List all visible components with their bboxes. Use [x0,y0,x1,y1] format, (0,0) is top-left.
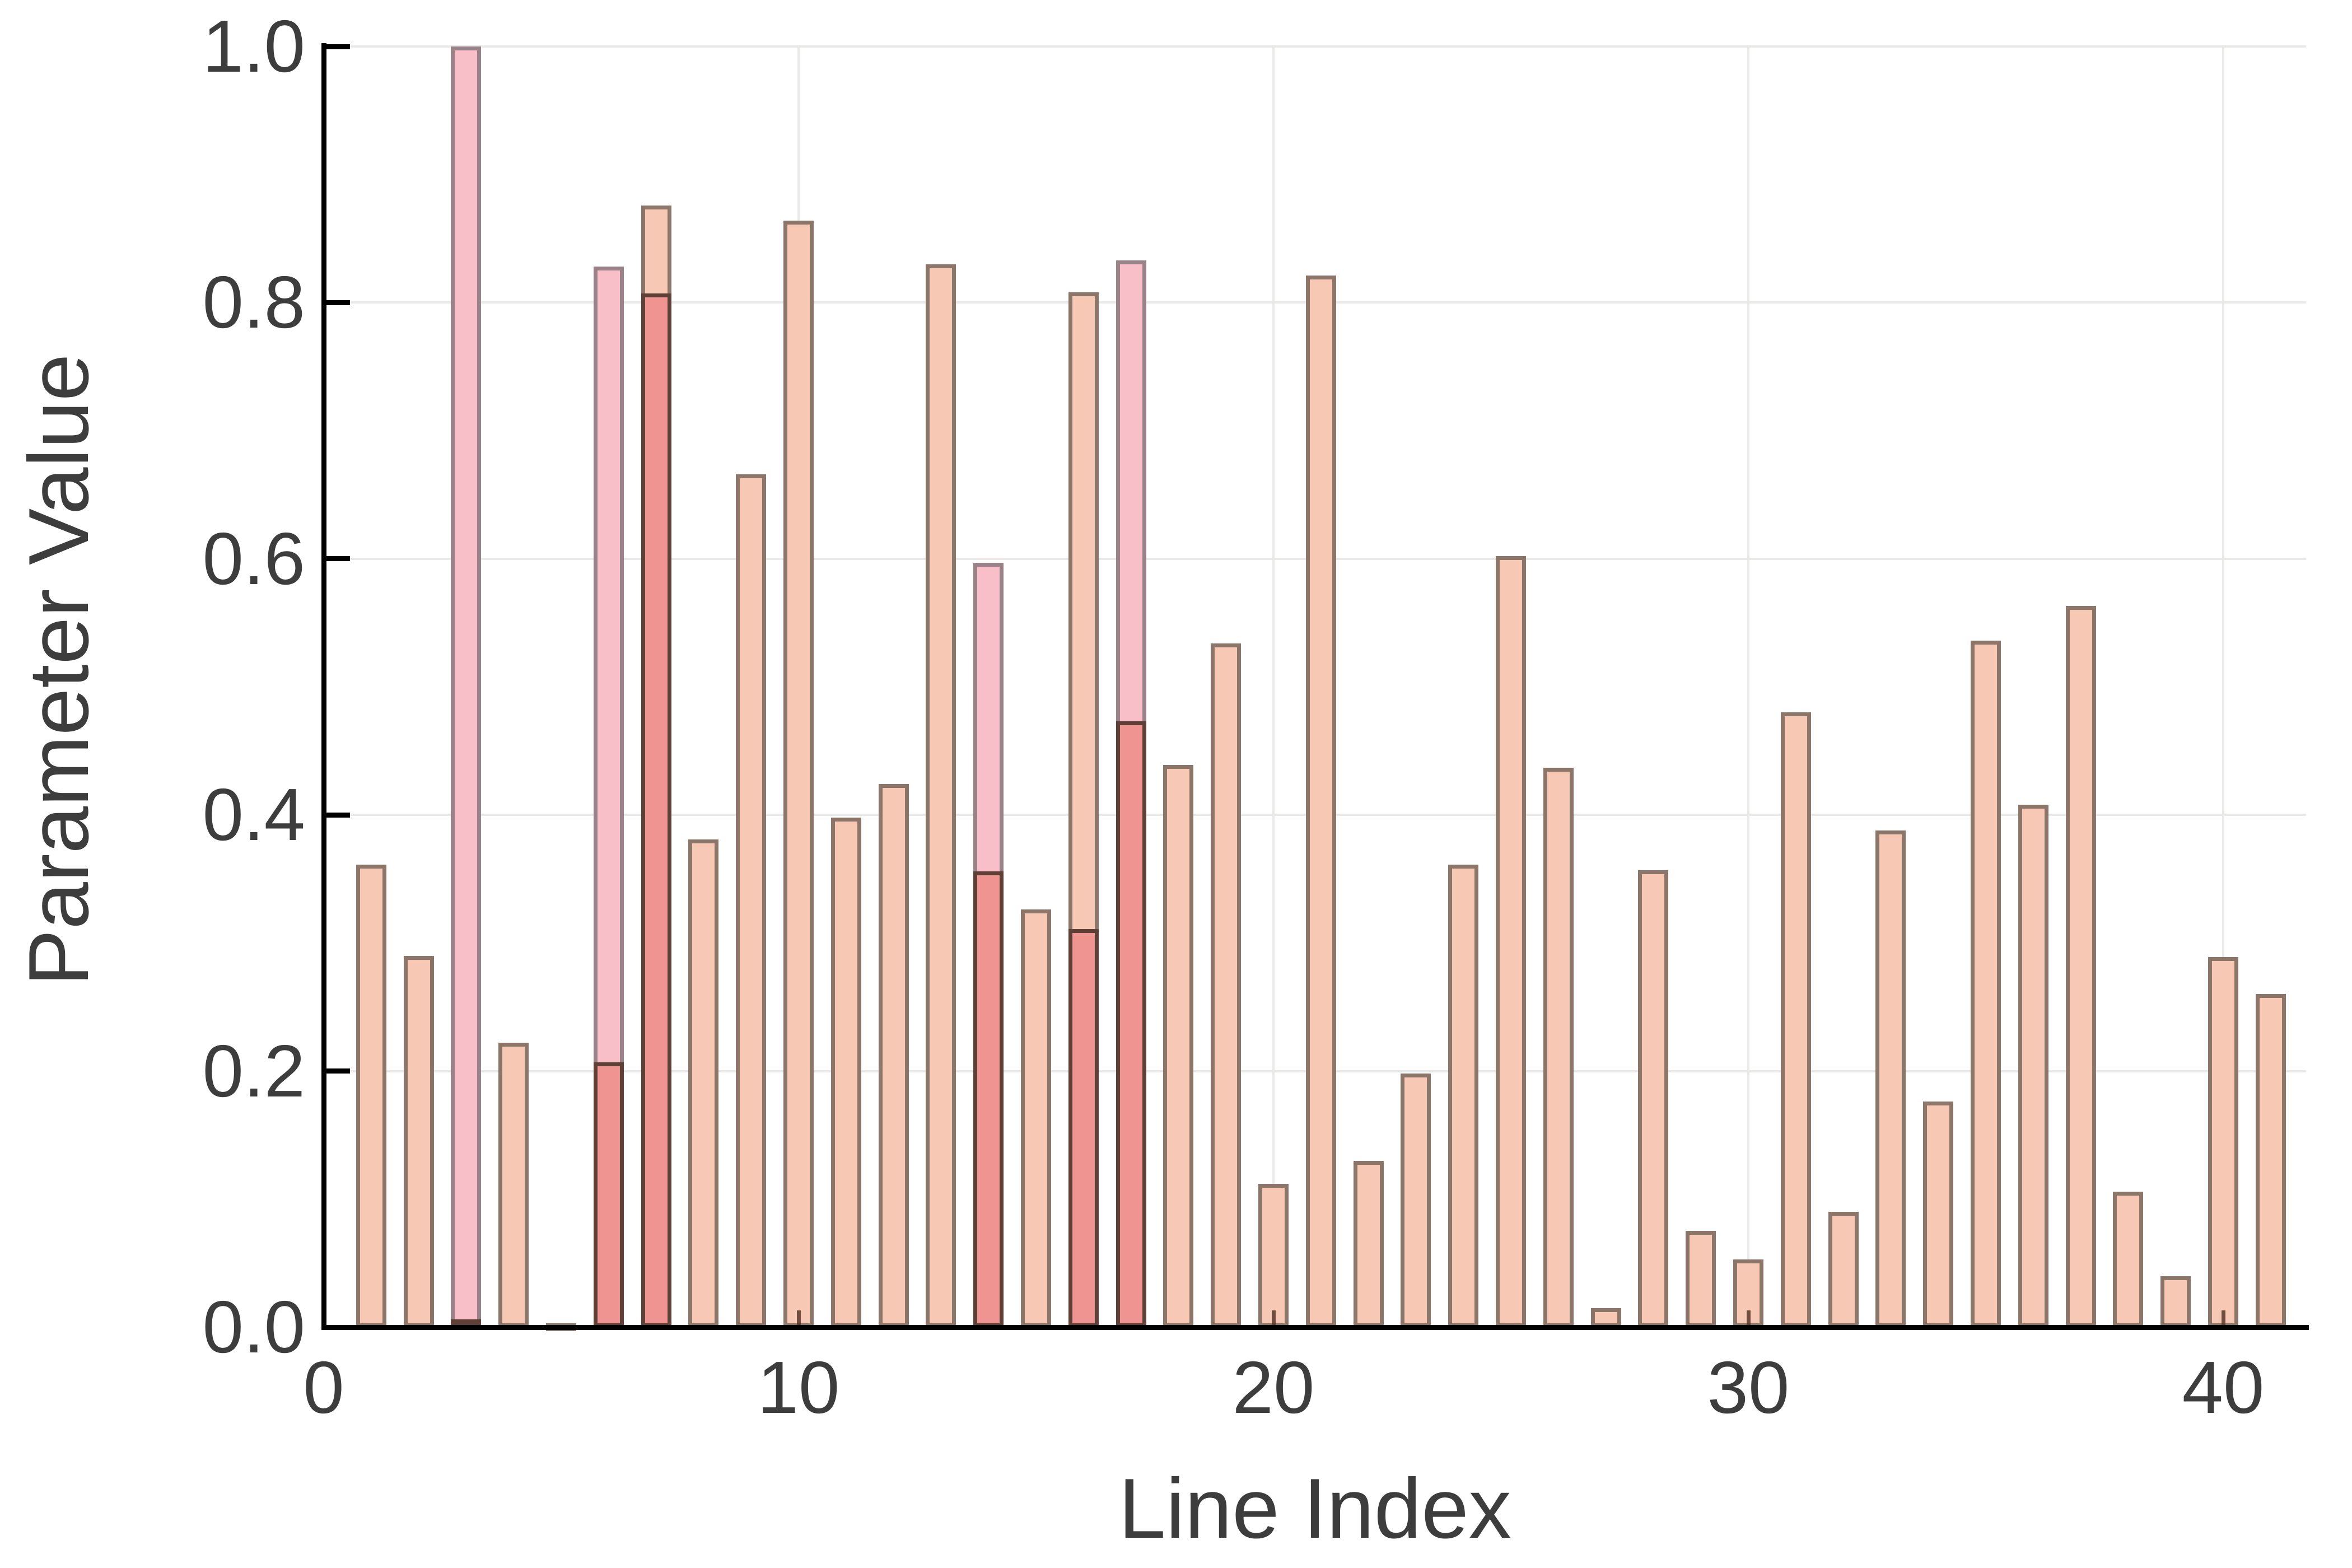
y-axis-label: Parameter Value [11,353,106,986]
y-tick-mark [326,556,350,562]
y-axis-spine [321,43,326,1330]
bar-red-front-bars-x6 [593,1062,624,1327]
bar-salmon-bars-x8 [688,839,719,1327]
bar-salmon-bars-x29 [1686,1231,1716,1327]
y-tick-label-0.0: 0.0 [202,1286,306,1368]
bar-salmon-bars-x23 [1401,1074,1431,1327]
y-tick-label-1.0: 1.0 [202,5,306,87]
bar-salmon-bars-x22 [1353,1160,1384,1327]
y-tick-mark [326,44,350,49]
x-tick-label-30: 30 [1707,1346,1790,1429]
bar-salmon-bars-x19 [1211,643,1242,1327]
bar-salmon-bars-x31 [1780,712,1811,1327]
x-tick-label-10: 10 [757,1346,840,1429]
x-tick-label-20: 20 [1232,1346,1315,1429]
x-tick-mark [2221,1310,2225,1325]
bar-red-front-bars-x17 [1116,721,1146,1327]
bar-pink-bars-x3 [451,46,482,1327]
bar-salmon-bars-x38 [2113,1191,2144,1327]
bar-salmon-bars-x21 [1305,276,1336,1327]
bar-salmon-bars-x1 [356,865,386,1327]
bar-salmon-bars-x26 [1543,767,1574,1327]
bar-salmon-bars-x32 [1828,1212,1859,1327]
y-tick-label-0.4: 0.4 [202,773,306,856]
bar-salmon-bars-x20 [1258,1183,1289,1327]
x-axis-label: Line Index [1118,1461,1511,1556]
bar-salmon-bars-x10 [783,221,814,1327]
bar-salmon-bars-x33 [1875,830,1906,1327]
y-tick-label-0.8: 0.8 [202,261,306,344]
bar-salmon-bars-x18 [1163,765,1194,1327]
bar-salmon-bars-x13 [926,264,956,1327]
y-tick-mark [326,1324,350,1330]
bar-red-front-bars-x14 [973,871,1004,1327]
x-tick-mark [796,1310,801,1325]
bar-salmon-bars-x24 [1448,865,1479,1327]
bar-salmon-bars-x40 [2208,957,2238,1327]
y-tick-label-0.6: 0.6 [202,517,306,600]
bar-salmon-bars-x25 [1496,556,1526,1327]
x-tick-label-40: 40 [2182,1346,2265,1429]
bar-salmon-bars-x12 [878,784,909,1327]
bar-salmon-bars-x28 [1638,870,1669,1327]
bar-salmon-bars-x35 [1971,641,2001,1327]
bar-salmon-bars-x36 [2018,804,2048,1327]
bar-salmon-bars-x37 [2065,606,2096,1327]
vertical-gridline [1747,46,1749,1327]
bar-red-front-bars-x16 [1068,928,1099,1327]
y-tick-label-0.2: 0.2 [202,1029,306,1112]
y-tick-mark [326,1068,350,1074]
y-tick-mark [326,300,350,305]
x-tick-label-0: 0 [303,1346,344,1429]
horizontal-gridline [324,45,2306,48]
bar-salmon-bars-x39 [2160,1276,2191,1327]
y-tick-mark [326,812,350,818]
vertical-gridline [2222,46,2224,1327]
vertical-gridline [1272,46,1275,1327]
bar-salmon-bars-x4 [498,1043,529,1327]
x-tick-mark [1746,1310,1751,1325]
bar-salmon-bars-x41 [2255,994,2286,1327]
bar-salmon-bars-x34 [1923,1102,1954,1327]
x-tick-mark [1271,1310,1276,1325]
bar-red-front-bars-x7 [641,293,671,1327]
x-axis-spine [321,1324,2309,1330]
bar-salmon-bars-x9 [736,474,767,1327]
bar-salmon-bars-x11 [830,817,861,1327]
bar-salmon-bars-x15 [1021,909,1051,1327]
bar-salmon-bars-x2 [403,955,434,1327]
